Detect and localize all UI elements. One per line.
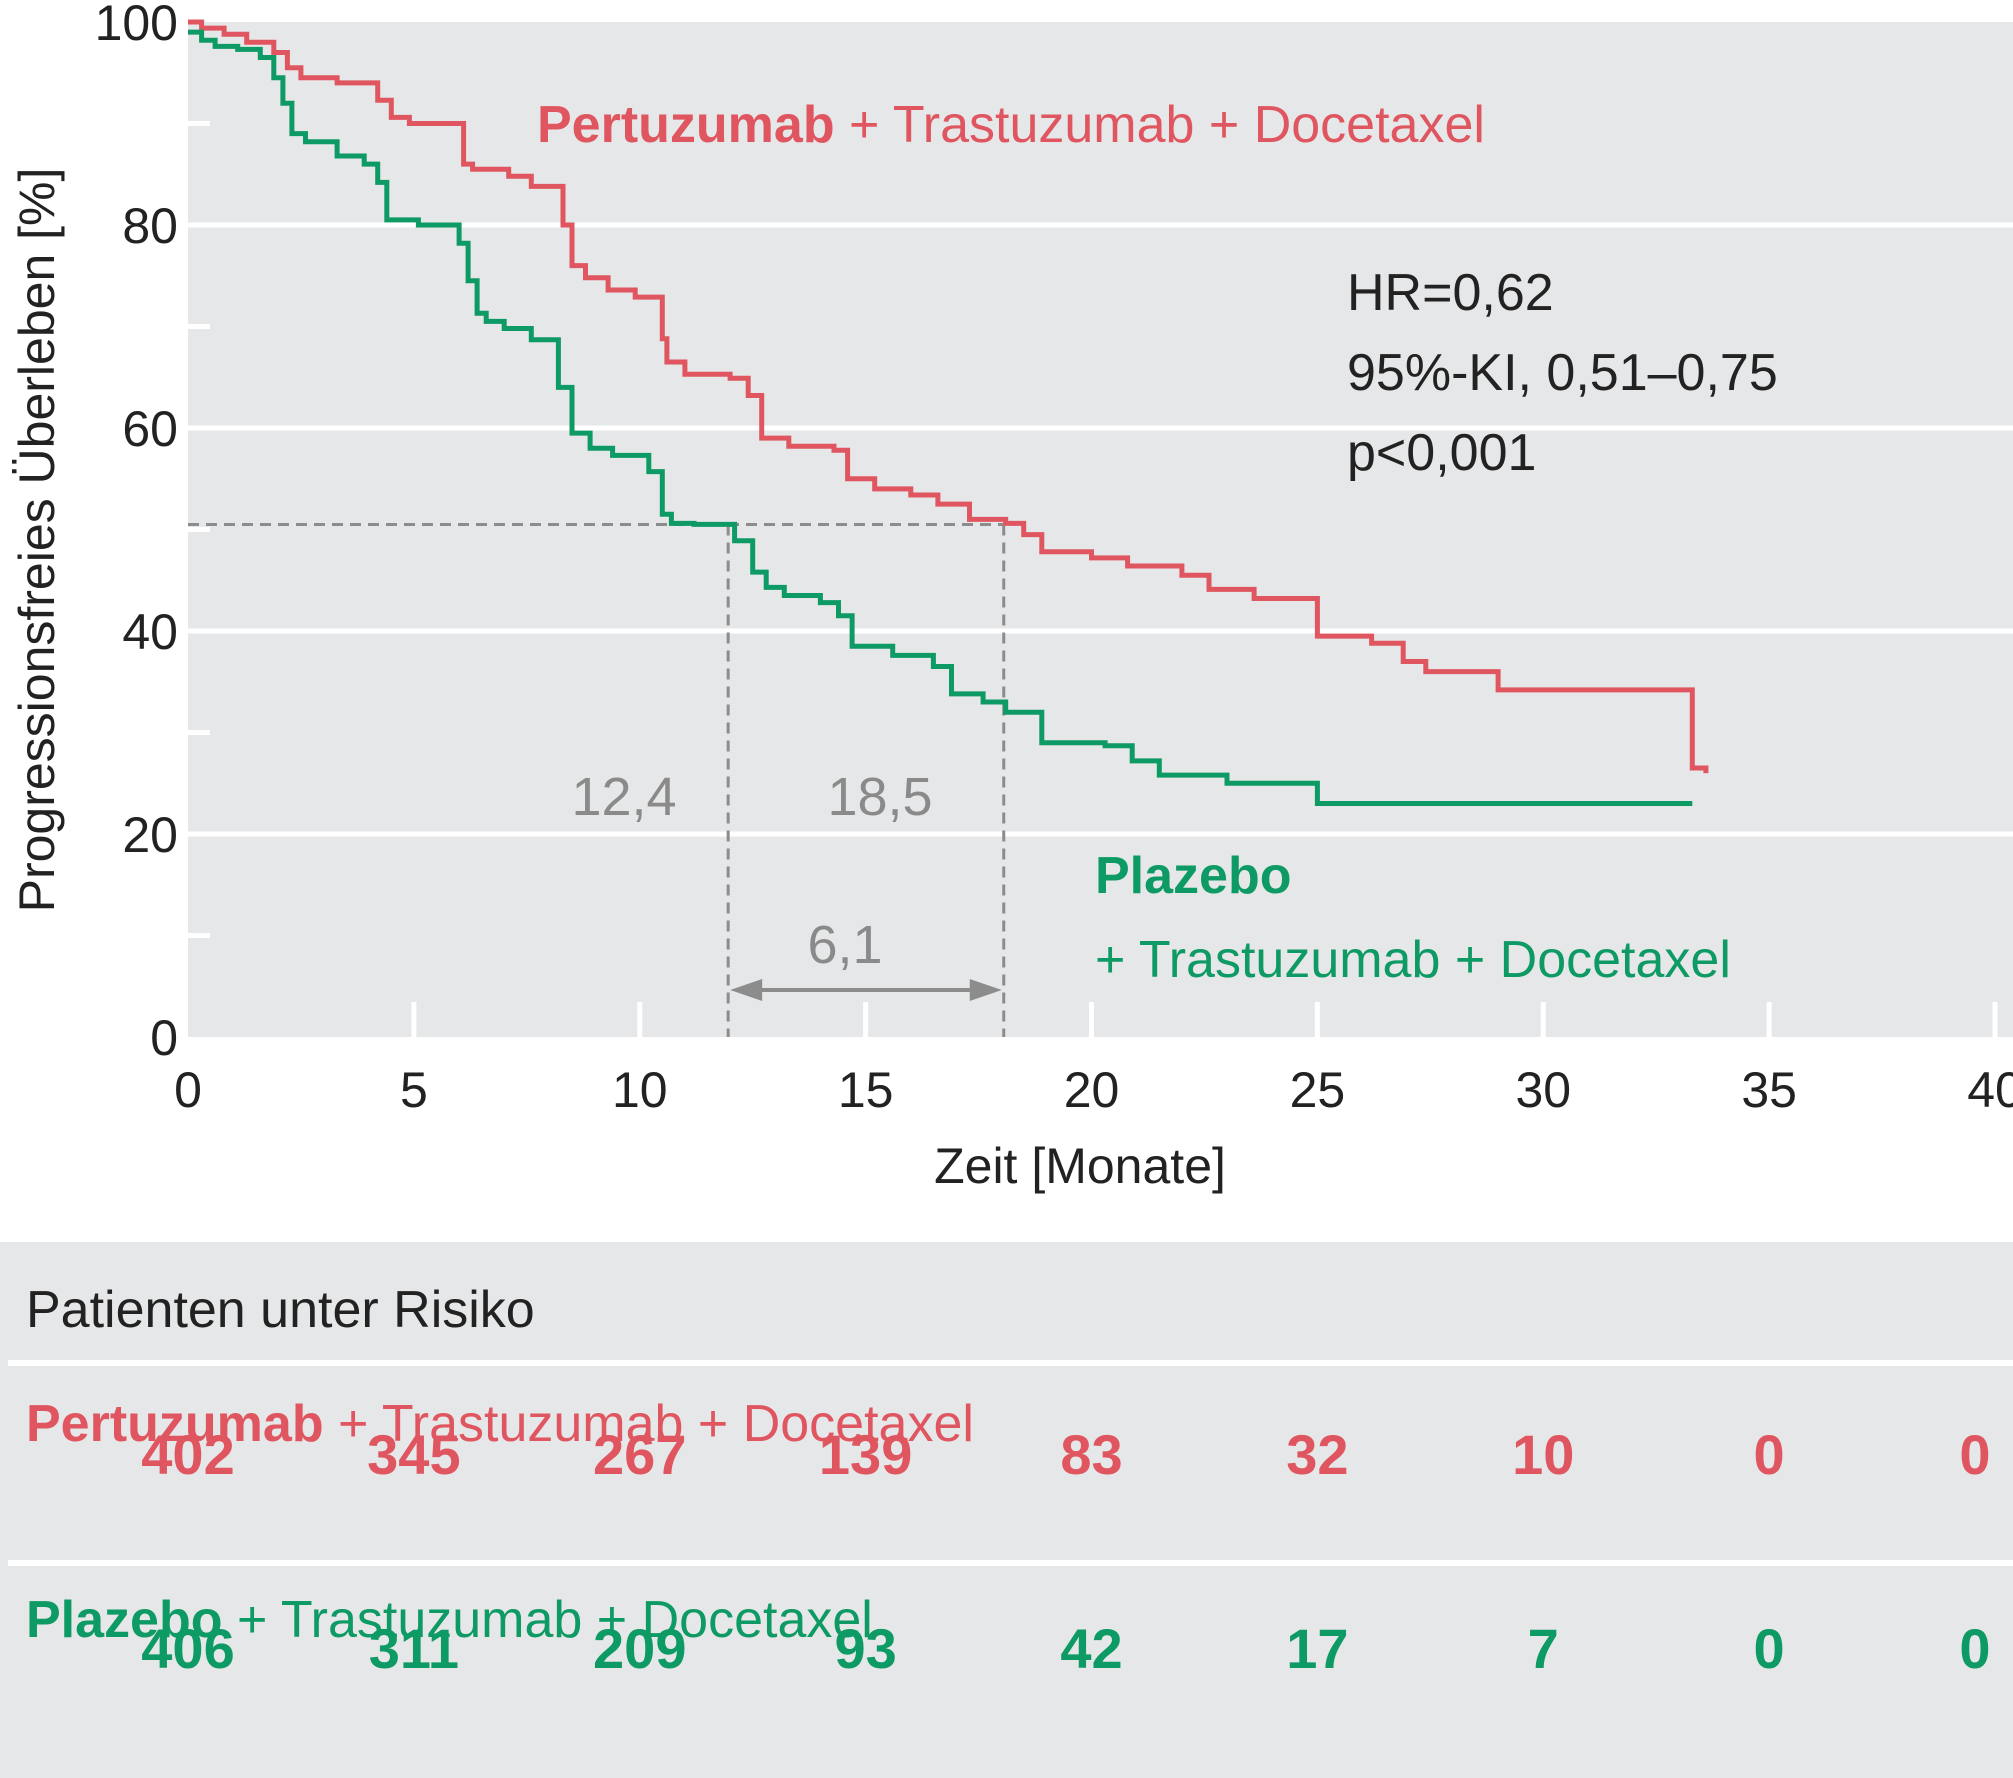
plazebo-series-label-line2: + Trastuzumab + Docetaxel: [1095, 931, 1731, 989]
pertuzumab-series-label-bold: Pertuzumab: [537, 96, 835, 154]
x-tick-label: 15: [838, 1062, 894, 1118]
risk-row-plazebo-label-rest: + Trastuzumab + Docetaxel: [222, 1591, 873, 1649]
hazard-ratio-text: HR=0,62: [1347, 264, 1554, 322]
risk-count-cell: 93: [834, 1617, 897, 1680]
tick-labels: 0 20 40 60 80 100 0 5 10 15 20 25 30 35 40: [95, 0, 2013, 1118]
risk-table-divider: [8, 1360, 2013, 1366]
plazebo-km-curve: [188, 29, 1693, 806]
pertuzumab-series-label: Pertuzumab + Trastuzumab + Docetaxel: [537, 96, 1485, 154]
y-tick-label: 80: [122, 198, 178, 254]
grid: [188, 121, 2013, 1037]
y-tick-label: 100: [95, 0, 178, 51]
risk-count-cell: 7: [1527, 1617, 1559, 1680]
x-tick-label: 5: [400, 1062, 428, 1118]
risk-count-cell: 402: [141, 1423, 235, 1486]
risk-count-cell: 32: [1286, 1423, 1349, 1486]
y-tick-label: 40: [122, 604, 178, 660]
risk-row-plazebo-label: Plazebo + Trastuzumab + Docetaxel: [26, 1590, 873, 1650]
difference-arrow-left-head: [730, 979, 763, 1001]
series-lines: [188, 19, 1709, 806]
x-tick-label: 25: [1290, 1062, 1346, 1118]
risk-count-cell: 139: [818, 1423, 913, 1486]
y-axis-title: Progressionsfreies Überleben [%]: [9, 168, 65, 913]
risk-count-cell: 0: [1959, 1617, 1991, 1680]
risk-count-cell: 209: [593, 1617, 687, 1680]
y-tick-label: 20: [122, 807, 178, 863]
plazebo-series-label-line1: Plazebo: [1095, 847, 1292, 905]
y-tick-label: 60: [122, 401, 178, 457]
risk-count-cell: 311: [368, 1617, 460, 1680]
pertuzumab-series-label-rest: + Trastuzumab + Docetaxel: [835, 96, 1485, 154]
plot-area: [188, 22, 2013, 1037]
confidence-interval-text: 95%-KI, 0,51–0,75: [1347, 344, 1778, 402]
y-tick-label: 0: [150, 1010, 178, 1066]
median-reference-lines: [188, 523, 1006, 1037]
x-tick-label: 10: [612, 1062, 668, 1118]
risk-table-title: Patienten unter Risiko: [26, 1281, 535, 1339]
risk-count-cell: 0: [1959, 1423, 1991, 1486]
risk-row-pertuzumab-label-bold: Pertuzumab: [26, 1395, 324, 1453]
risk-count-cell: 17: [1286, 1617, 1349, 1680]
median-difference-label: 6,1: [807, 915, 882, 975]
risk-count-cell: 345: [367, 1423, 461, 1486]
difference-arrow-right-head: [969, 979, 1002, 1001]
risk-count-cell: 42: [1060, 1617, 1123, 1680]
x-axis-title: Zeit [Monate]: [934, 1138, 1226, 1194]
placebo-median-label: 12,4: [571, 767, 676, 827]
risk-count-cell: 406: [141, 1617, 235, 1680]
x-tick-label: 40: [1967, 1062, 2013, 1118]
risk-table: Patienten unter Risiko Pertuzumab + Tras…: [0, 1242, 2013, 1778]
x-tick-label: 35: [1741, 1062, 1797, 1118]
pertuzumab-km-curve: [188, 19, 1709, 774]
risk-row-pertuzumab-label-rest: + Trastuzumab + Docetaxel: [323, 1395, 974, 1453]
risk-count-cell: 10: [1512, 1423, 1575, 1486]
x-tick-label: 30: [1515, 1062, 1571, 1118]
risk-row-pertuzumab-label: Pertuzumab + Trastuzumab + Docetaxel: [26, 1394, 974, 1454]
risk-table-divider: [8, 1560, 2013, 1566]
x-tick-label: 20: [1064, 1062, 1120, 1118]
risk-count-cell: 267: [593, 1423, 687, 1486]
km-chart: 0 20 40 60 80 100 0 5 10 15 20 25 30 35 40 Progression…: [9, 0, 2013, 1194]
pertuzumab-median-label: 18,5: [827, 767, 932, 827]
x-tick-label: 0: [174, 1062, 202, 1118]
risk-count-cell: 0: [1753, 1423, 1785, 1486]
risk-row-plazebo-label-bold: Plazebo: [26, 1591, 223, 1649]
risk-count-cell: 0: [1753, 1617, 1785, 1680]
p-value-text: p<0,001: [1347, 424, 1536, 482]
risk-count-cell: 83: [1060, 1423, 1123, 1486]
